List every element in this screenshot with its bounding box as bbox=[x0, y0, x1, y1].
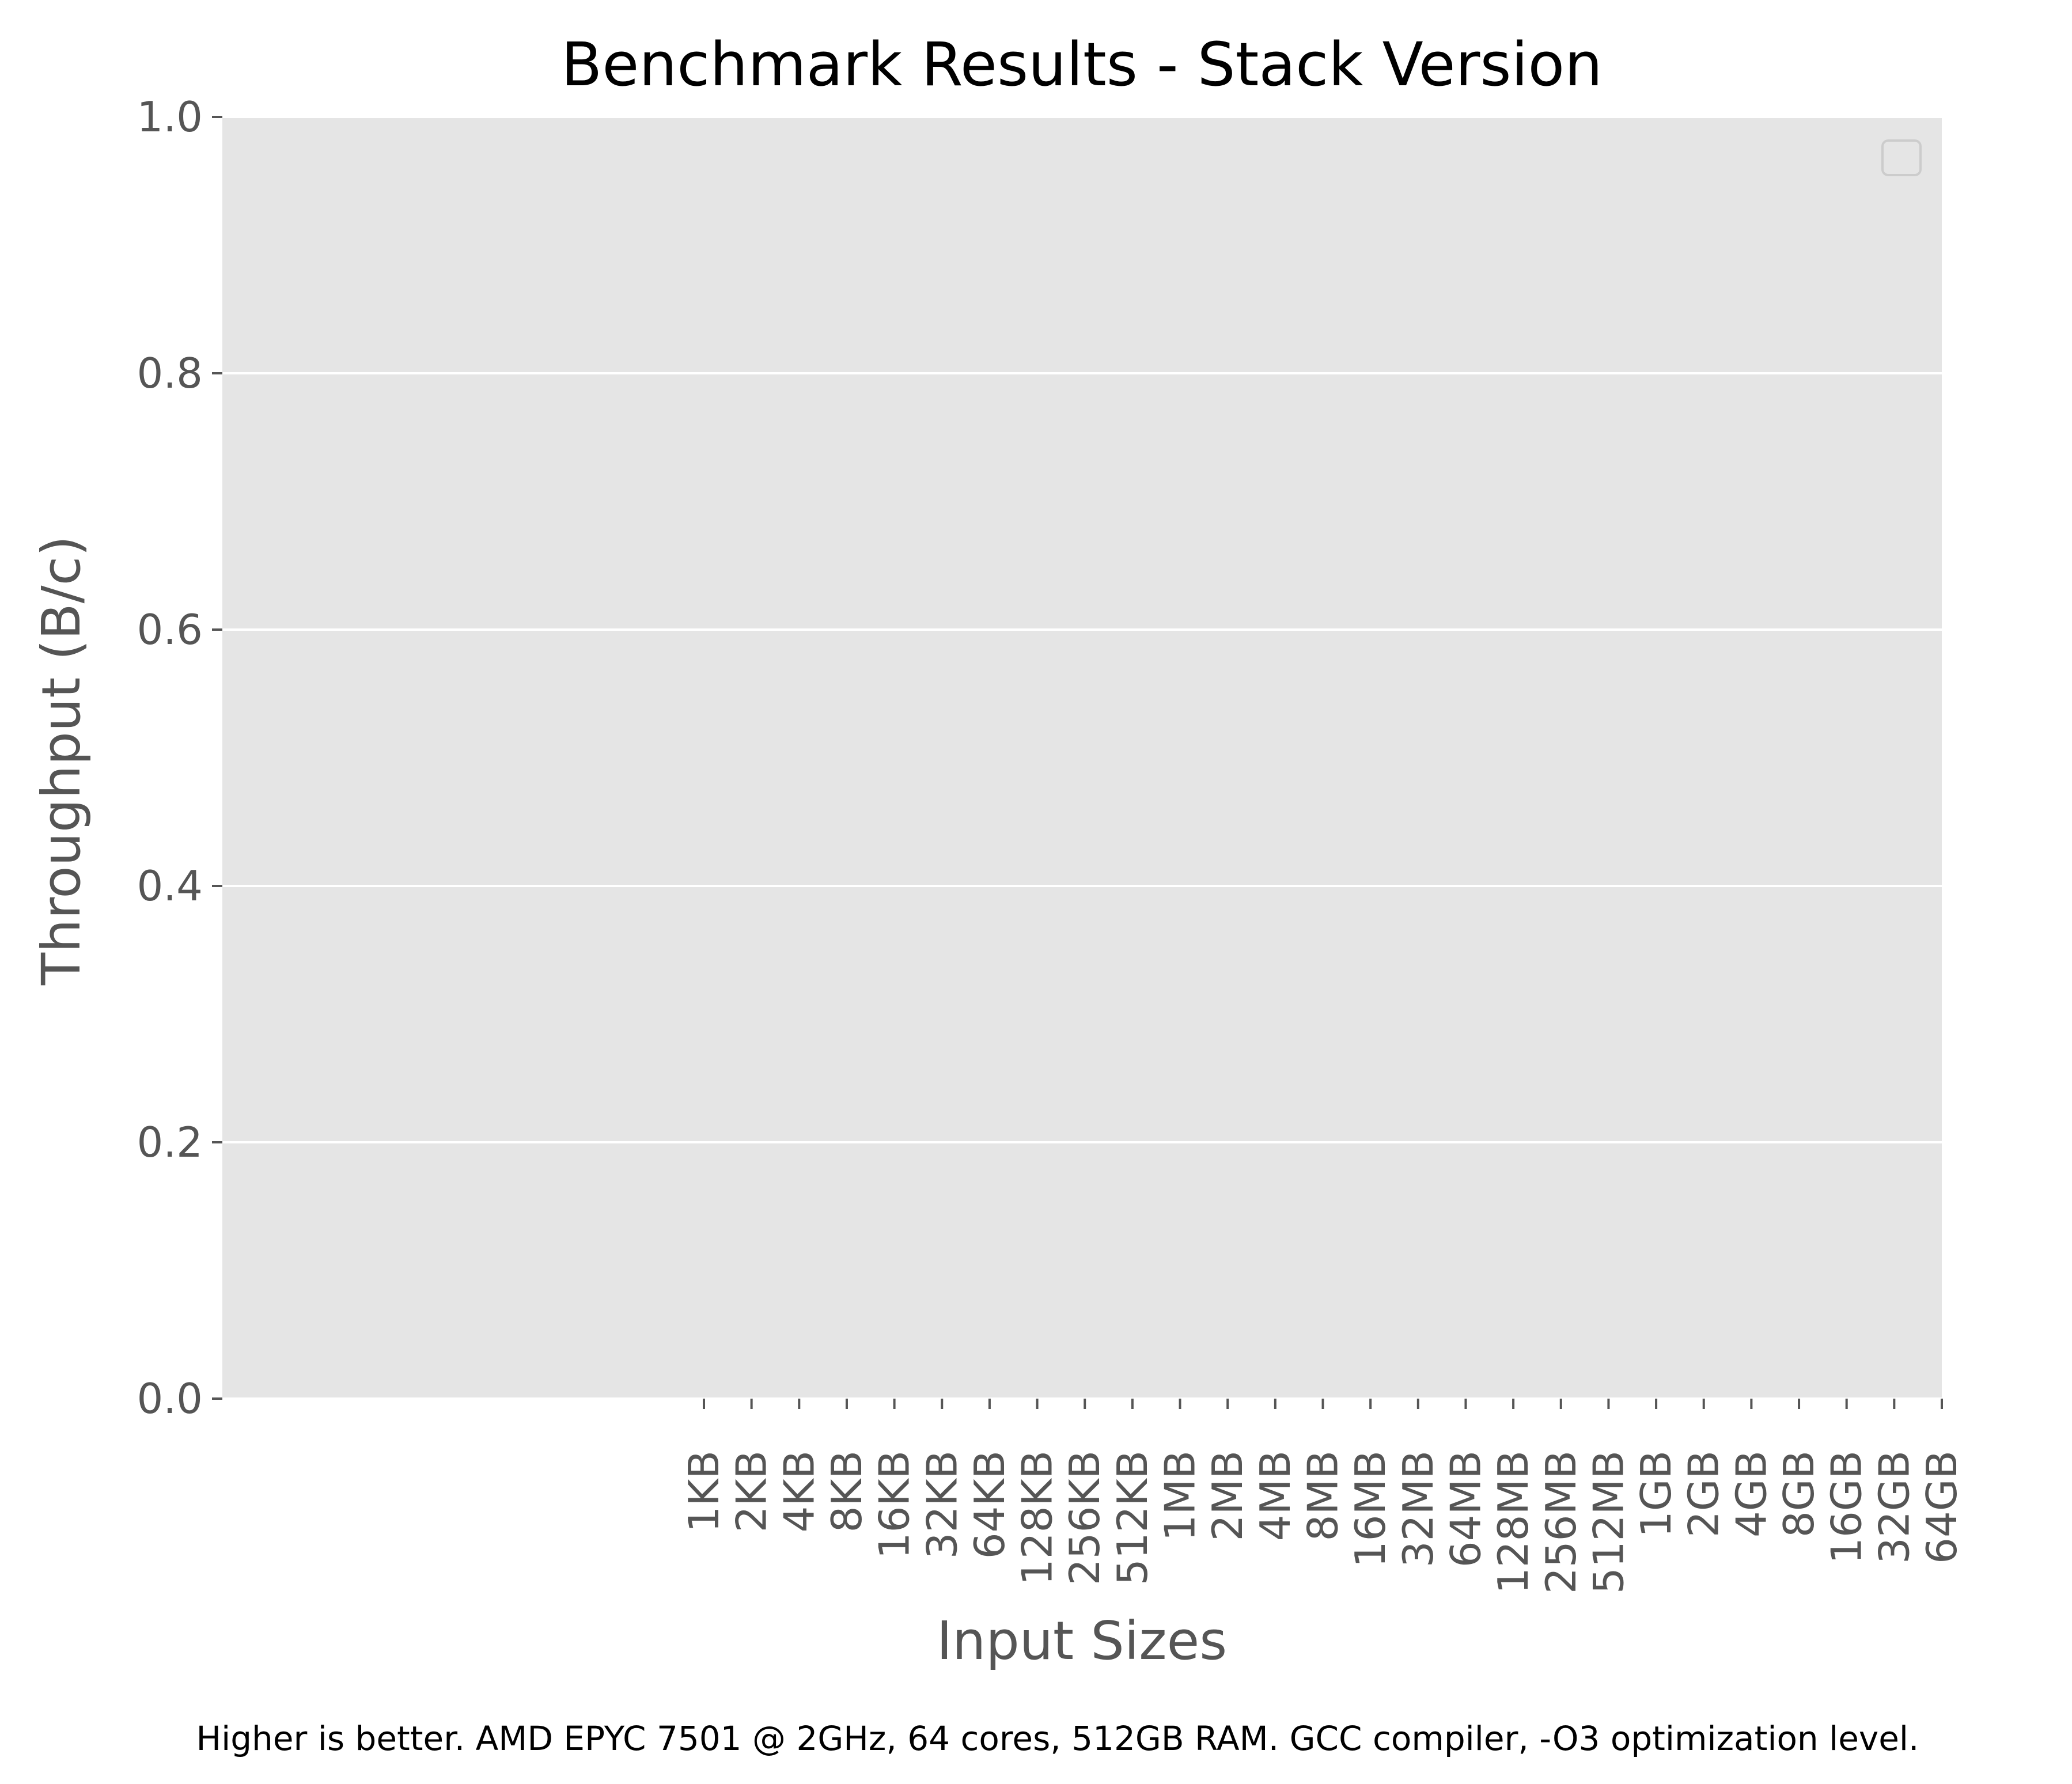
x-tick-label: 2MB bbox=[1203, 1450, 1252, 1541]
y-tick-label: 0.0 bbox=[137, 1374, 203, 1423]
x-tick-label: 256MB bbox=[1537, 1450, 1585, 1594]
chart-title: Benchmark Results - Stack Version bbox=[561, 29, 1603, 100]
footnote: Higher is better. AMD EPYC 7501 @ 2GHz, … bbox=[196, 1719, 1919, 1758]
x-tick-label: 64MB bbox=[1441, 1450, 1490, 1567]
y-axis-label: Throughput (B/c) bbox=[31, 536, 92, 986]
x-tick-label: 512KB bbox=[1108, 1450, 1157, 1585]
x-tick-label: 1GB bbox=[1632, 1450, 1680, 1537]
x-tick-label: 8KB bbox=[823, 1450, 871, 1532]
x-tick-label: 32MB bbox=[1394, 1450, 1442, 1567]
x-tick-label: 8MB bbox=[1299, 1450, 1347, 1541]
x-tick-label: 16GB bbox=[1823, 1450, 1871, 1564]
x-tick-label: 64GB bbox=[1918, 1450, 1966, 1564]
y-axis: 0.0 0.2 0.4 0.6 0.8 1.0 bbox=[137, 93, 222, 1423]
x-tick-label: 512MB bbox=[1584, 1450, 1632, 1594]
x-tick-label: 256KB bbox=[1060, 1450, 1109, 1585]
x-tick-label: 4GB bbox=[1727, 1450, 1775, 1537]
x-tick-label: 32GB bbox=[1870, 1450, 1918, 1564]
x-tick-label: 2KB bbox=[728, 1450, 776, 1532]
legend-box bbox=[1881, 139, 1922, 176]
x-tick-label: 2GB bbox=[1680, 1450, 1728, 1537]
plot-area bbox=[222, 117, 1942, 1399]
x-tick-label: 16KB bbox=[870, 1450, 919, 1559]
y-tick-label: 0.4 bbox=[137, 862, 203, 910]
x-tick-label: 8GB bbox=[1775, 1450, 1823, 1537]
x-tick-label: 64KB bbox=[965, 1450, 1014, 1559]
y-tick-label: 0.8 bbox=[137, 349, 203, 397]
x-axis-label: Input Sizes bbox=[937, 1610, 1227, 1672]
x-tick-label: 32KB bbox=[918, 1450, 966, 1559]
y-tick-label: 1.0 bbox=[137, 93, 203, 141]
x-tick-label: 4MB bbox=[1251, 1450, 1300, 1541]
x-tick-label: 128KB bbox=[1013, 1450, 1062, 1585]
x-tick-label: 1KB bbox=[680, 1450, 728, 1532]
x-tick-label: 128MB bbox=[1489, 1450, 1537, 1594]
x-tick-label: 16MB bbox=[1346, 1450, 1395, 1567]
y-tick-label: 0.2 bbox=[137, 1118, 203, 1166]
x-tick-label: 1MB bbox=[1156, 1450, 1204, 1541]
x-axis: 1KB2KB4KB8KB16KB32KB64KB128KB256KB512KB1… bbox=[680, 1399, 1966, 1594]
x-tick-label: 4KB bbox=[775, 1450, 823, 1532]
y-tick-label: 0.6 bbox=[137, 605, 203, 654]
